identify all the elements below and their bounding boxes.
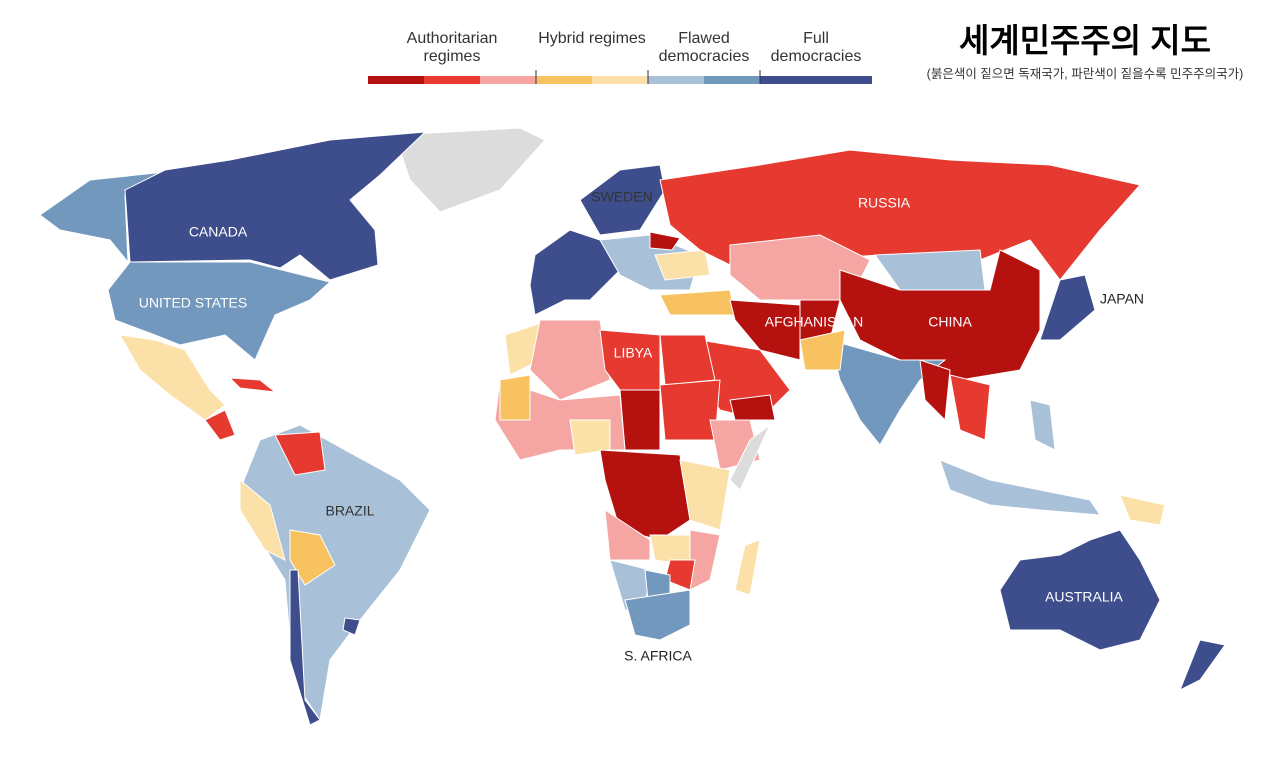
canada xyxy=(124,131,427,281)
legend-bar xyxy=(368,70,872,84)
nigeria xyxy=(569,419,611,456)
papua-new-guinea xyxy=(1119,494,1166,526)
mongolia xyxy=(874,249,986,291)
legend-label: Authoritarian regimes xyxy=(406,30,498,65)
south-africa xyxy=(624,589,691,641)
central-america xyxy=(204,409,236,441)
legend-swatch xyxy=(536,76,592,84)
legend-swatch xyxy=(704,76,760,84)
map-label: RUSSIA xyxy=(858,195,911,211)
countries xyxy=(39,127,1226,726)
chile xyxy=(289,569,321,726)
angola xyxy=(604,508,651,561)
greenland xyxy=(394,127,546,213)
new-zealand xyxy=(1179,639,1226,692)
bolivia xyxy=(289,529,336,586)
legend-swatch xyxy=(592,76,648,84)
australia xyxy=(999,529,1161,651)
yemen xyxy=(729,394,776,421)
legend-swatch xyxy=(760,76,816,84)
map-label: AUSTRALIA xyxy=(1045,589,1123,605)
legend-swatch xyxy=(648,76,704,84)
united-states xyxy=(107,261,332,361)
map-label: AFGHANISTAN xyxy=(765,314,864,330)
philippines xyxy=(1029,399,1056,451)
peru xyxy=(239,478,286,561)
india xyxy=(829,339,947,446)
map-label: UNITED STATES xyxy=(139,295,247,311)
legend-label: Flawed democracies xyxy=(658,30,750,65)
map-labels: CANADA UNITED STATES BRAZIL SWEDEN RUSSIA AFG… xyxy=(139,189,1144,664)
legend-label: Hybrid regimes xyxy=(538,30,646,47)
chad xyxy=(619,389,661,451)
indonesia xyxy=(939,459,1101,516)
iran xyxy=(729,299,801,361)
cuba xyxy=(228,377,277,393)
belarus xyxy=(649,231,681,251)
legend-swatch xyxy=(368,76,424,84)
algeria xyxy=(529,319,611,401)
western-europe xyxy=(529,229,621,316)
title: 세계민주주의 지도 xyxy=(958,22,1212,59)
legend-swatch xyxy=(816,76,872,84)
map-label: CANADA xyxy=(189,224,248,240)
madagascar xyxy=(734,539,761,596)
venezuela xyxy=(274,431,326,476)
myanmar xyxy=(919,359,951,422)
map-label: JAPAN xyxy=(1100,291,1144,307)
alaska xyxy=(39,171,166,264)
indochina xyxy=(949,374,991,441)
turkey xyxy=(659,289,736,316)
japan xyxy=(1039,274,1096,341)
map-label: LIBYA xyxy=(614,345,653,361)
map-label: CHINA xyxy=(928,314,972,330)
china xyxy=(839,249,1041,381)
east-africa xyxy=(679,459,731,531)
map-label: S. AFRICA xyxy=(624,648,692,664)
somalia xyxy=(729,424,771,491)
map-label: SWEDEN xyxy=(591,189,652,205)
ukraine xyxy=(654,249,711,281)
egypt xyxy=(659,334,716,386)
legend-label: Full democracies xyxy=(770,30,862,65)
legend-swatch xyxy=(424,76,480,84)
uruguay xyxy=(342,617,361,636)
sudan xyxy=(659,379,721,441)
mexico xyxy=(119,334,226,421)
mauritania xyxy=(499,374,531,421)
pakistan xyxy=(799,329,846,371)
legend-swatch xyxy=(480,76,536,84)
subtitle: (붉은색이 짙으면 독재국가, 파란색이 짙을수록 민주주의국가) xyxy=(926,67,1244,81)
map-label: BRAZIL xyxy=(325,503,374,519)
south-america xyxy=(239,424,431,722)
